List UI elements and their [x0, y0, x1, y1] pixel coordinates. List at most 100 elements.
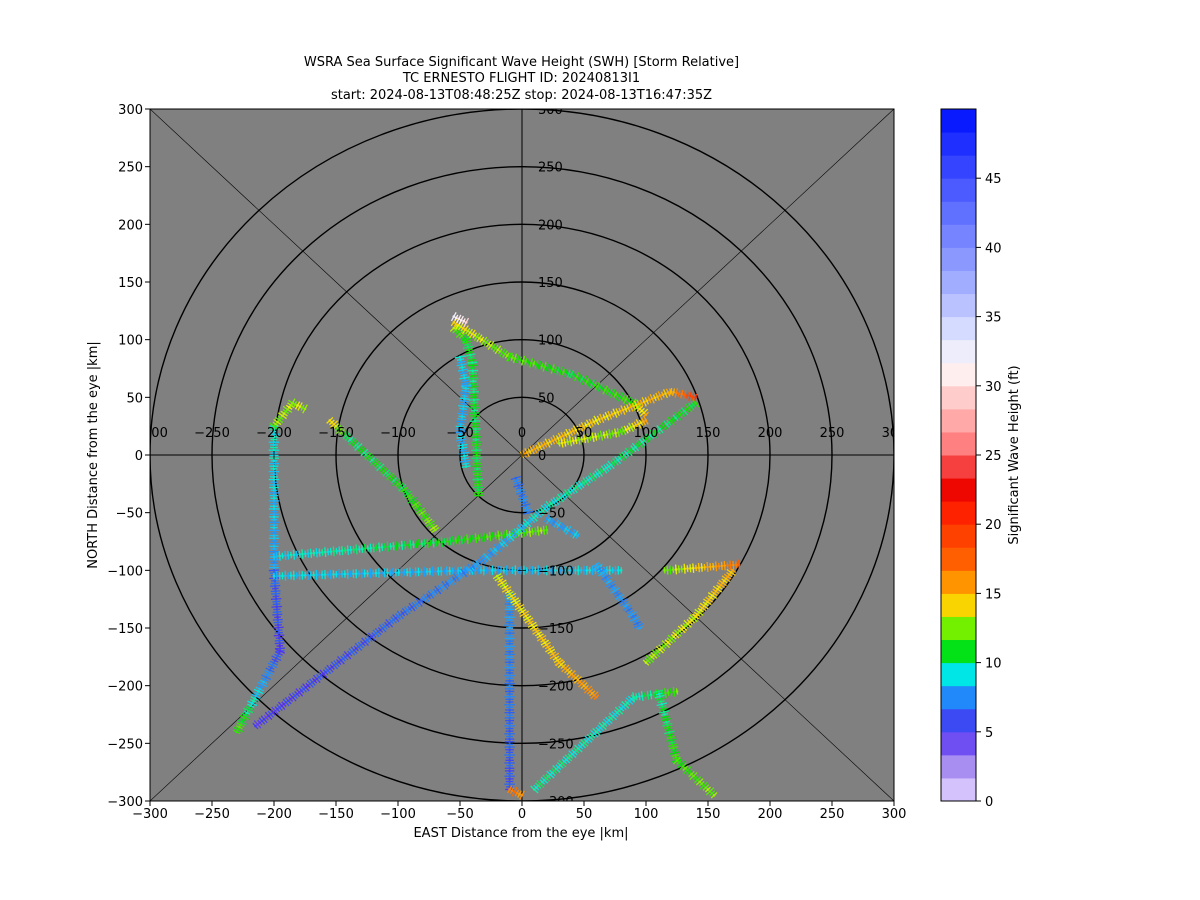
swh-observation: [508, 753, 511, 757]
swh-observation: [660, 702, 664, 706]
swh-observation: [508, 645, 511, 648]
swh-observation: [593, 383, 597, 387]
swh-observation: [508, 766, 511, 770]
swh-observation: [502, 533, 506, 537]
swh-observation: [724, 577, 728, 581]
swh-observation: [273, 709, 277, 713]
swh-observation: [714, 565, 718, 568]
swh-observation: [399, 613, 402, 617]
swh-observation: [546, 366, 549, 369]
swh-observation: [462, 571, 465, 575]
swh-observation: [312, 573, 315, 577]
swh-observation: [620, 455, 624, 459]
swh-observation: [723, 564, 726, 567]
swh-observation: [607, 465, 611, 468]
swh-observation: [437, 540, 441, 544]
swh-observation: [599, 726, 602, 730]
swh-observation: [677, 567, 681, 571]
swh-observation: [417, 507, 421, 511]
swh-observation: [303, 573, 307, 577]
swh-observation: [391, 571, 395, 574]
swh-observation: [499, 569, 503, 572]
inner-x-tick-label: −250: [194, 426, 230, 441]
swh-observation: [383, 571, 386, 575]
x-tick-label: −250: [194, 807, 230, 822]
swh-observation: [292, 553, 296, 557]
swh-observation: [258, 687, 262, 691]
swh-observation: [363, 451, 366, 454]
y-tick-label: −100: [107, 564, 143, 579]
swh-observation: [433, 528, 437, 532]
swh-observation: [559, 663, 563, 666]
swh-observation: [589, 421, 593, 425]
swh-observation: [694, 401, 697, 405]
swh-observation: [623, 602, 626, 605]
swh-observation: [674, 754, 677, 757]
swh-observation: [639, 421, 643, 425]
swh-observation: [361, 449, 364, 452]
swh-observation: [624, 407, 627, 411]
swh-observation: [463, 397, 466, 400]
swh-observation: [286, 408, 289, 411]
swh-observation: [488, 569, 491, 572]
swh-observation: [595, 563, 598, 566]
swh-observation: [508, 653, 511, 656]
swh-observation: [471, 364, 474, 367]
swh-observation: [473, 569, 477, 572]
swh-observation: [654, 652, 658, 655]
swh-observation: [354, 572, 358, 576]
swh-observation: [703, 565, 706, 569]
swh-observation: [561, 762, 564, 765]
swh-observation: [605, 578, 609, 582]
swh-observation: [469, 566, 473, 570]
swh-observation: [645, 399, 649, 403]
swh-observation: [359, 643, 363, 647]
swh-observation: [561, 434, 565, 438]
swh-observation: [644, 419, 648, 422]
swh-observation: [518, 792, 521, 796]
swh-observation: [571, 439, 575, 443]
swh-observation: [729, 571, 733, 574]
swh-observation: [449, 539, 452, 543]
swh-observation: [680, 392, 684, 396]
swh-observation: [582, 425, 585, 428]
swh-observation: [606, 389, 610, 393]
swh-observation: [726, 575, 730, 578]
swh-observation: [593, 732, 596, 735]
swh-observation: [432, 526, 435, 530]
swh-observation: [563, 760, 566, 763]
swh-observation: [458, 332, 462, 336]
swh-observation: [272, 520, 276, 524]
swh-observation: [541, 509, 544, 512]
swh-observation: [508, 655, 511, 659]
swh-observation: [466, 329, 470, 333]
swh-observation: [272, 542, 276, 545]
swh-observation: [422, 570, 426, 574]
swh-observation: [649, 434, 653, 437]
swh-observation: [586, 688, 590, 691]
y-tick-label: 150: [118, 276, 143, 291]
swh-observation: [508, 355, 511, 359]
swh-observation: [574, 439, 578, 442]
swh-observation: [593, 693, 596, 697]
swh-observation: [377, 546, 381, 549]
swh-observation: [508, 629, 511, 632]
swh-observation: [451, 539, 455, 543]
swh-observation: [549, 650, 553, 653]
swh-observation: [272, 561, 276, 564]
swh-observation: [555, 767, 558, 771]
swh-observation: [555, 522, 558, 526]
swh-observation: [594, 435, 598, 438]
swh-observation: [272, 550, 276, 553]
swh-observation: [451, 569, 454, 573]
swh-observation: [574, 676, 578, 680]
swh-observation: [475, 462, 479, 465]
swh-observation: [267, 671, 271, 674]
swh-observation: [671, 743, 675, 747]
swh-observation: [272, 432, 276, 436]
swh-observation: [463, 392, 467, 395]
swh-observation: [403, 610, 407, 614]
swh-observation: [472, 382, 475, 386]
swh-observation: [531, 530, 534, 533]
swh-observation: [508, 660, 511, 664]
